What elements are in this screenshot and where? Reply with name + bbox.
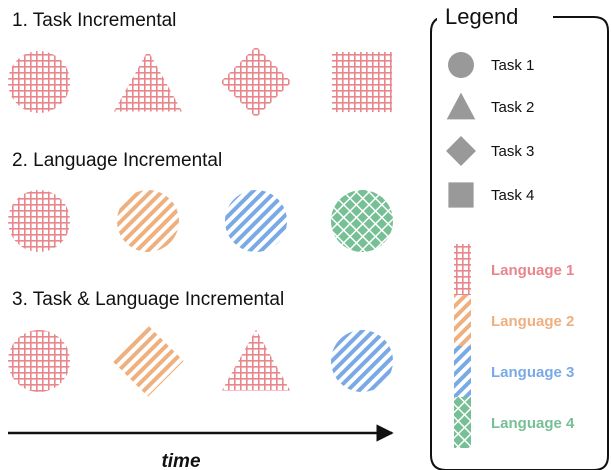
legend-frame <box>430 16 609 470</box>
section-title-task-language-incremental: 3. Task & Language Incremental <box>12 289 284 310</box>
legend-language-4-label: Language 4 <box>491 415 575 432</box>
section-title-language-incremental: 2. Language Incremental <box>12 150 222 171</box>
legend-circle-icon <box>448 52 474 78</box>
legend-language-2-label: Language 2 <box>491 313 574 330</box>
section-3-diamond-language-2 <box>112 325 184 397</box>
legend-language-1-swatch <box>454 244 471 295</box>
section-1-diamond-language-1 <box>220 46 292 118</box>
section-title-task-incremental: 1. Task Incremental <box>12 10 176 31</box>
legend-task-3-label: Task 3 <box>491 143 534 160</box>
section-2-circle-language-3 <box>225 190 287 252</box>
section-2-circle-language-1 <box>8 190 70 252</box>
section-1-square-language-1 <box>331 51 393 113</box>
section-1-triangle-language-1 <box>113 50 183 112</box>
legend-task-4-label: Task 4 <box>491 187 534 204</box>
section-3-circle-language-1 <box>8 330 70 392</box>
legend-tasks: Task 1 Task 2 Task 3 Task 4 <box>446 52 534 208</box>
legend-task-1-label: Task 1 <box>491 57 534 74</box>
time-label: time <box>161 451 201 470</box>
legend-square-icon <box>448 182 474 208</box>
legend-title: Legend <box>445 4 518 29</box>
legend-language-3-swatch <box>454 346 471 397</box>
section-2-circle-language-4 <box>331 190 393 252</box>
section-3-triangle-language-1 <box>221 329 291 391</box>
legend-task-2-label: Task 2 <box>491 99 534 116</box>
legend-diamond-icon <box>446 136 476 166</box>
legend-language-2-swatch <box>454 295 471 346</box>
legend-language-1-label: Language 1 <box>491 262 574 279</box>
legend-language-4-swatch <box>454 397 471 448</box>
section-1-circle-language-1 <box>8 51 70 113</box>
section-2-circle-language-2 <box>117 190 179 252</box>
section-3-circle-language-3 <box>331 330 393 392</box>
shape-rows <box>8 46 393 397</box>
legend-language-3-label: Language 3 <box>491 364 574 381</box>
legend-languages: Language 1 Language 2 Language 3 Language 4 <box>454 244 575 448</box>
legend-triangle-icon <box>446 92 476 120</box>
